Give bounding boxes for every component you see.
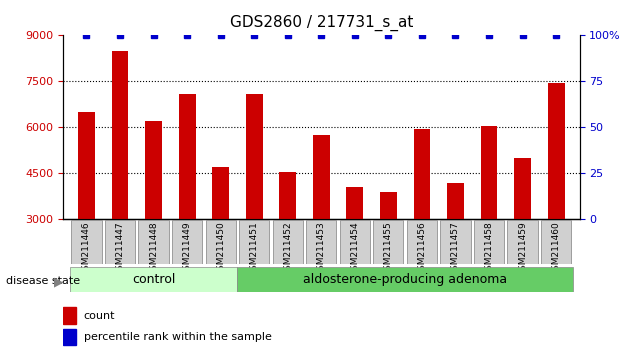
Text: disease state: disease state — [6, 276, 81, 286]
Text: GSM211446: GSM211446 — [82, 222, 91, 276]
Text: GSM211450: GSM211450 — [216, 222, 225, 276]
Text: GSM211455: GSM211455 — [384, 222, 393, 276]
Bar — [514, 158, 531, 219]
Text: GSM211460: GSM211460 — [552, 222, 561, 276]
Bar — [547, 83, 564, 219]
FancyBboxPatch shape — [105, 220, 135, 264]
Bar — [313, 135, 329, 219]
Text: GSM211447: GSM211447 — [115, 222, 125, 276]
Title: GDS2860 / 217731_s_at: GDS2860 / 217731_s_at — [229, 15, 413, 31]
Text: GSM211454: GSM211454 — [350, 222, 359, 276]
Bar — [179, 94, 195, 219]
FancyBboxPatch shape — [306, 220, 336, 264]
FancyBboxPatch shape — [139, 220, 169, 264]
FancyBboxPatch shape — [474, 220, 504, 264]
Bar — [63, 307, 76, 324]
Bar — [212, 167, 229, 219]
Text: GSM211453: GSM211453 — [317, 222, 326, 276]
Bar — [78, 112, 95, 219]
FancyBboxPatch shape — [407, 220, 437, 264]
Bar — [380, 192, 397, 219]
Bar — [145, 121, 162, 219]
Bar — [447, 183, 464, 219]
Text: GSM211449: GSM211449 — [183, 222, 192, 276]
Bar — [63, 329, 76, 345]
Text: ▶: ▶ — [54, 276, 63, 289]
Text: GSM211457: GSM211457 — [451, 222, 460, 276]
Text: count: count — [84, 311, 115, 321]
Text: GSM211456: GSM211456 — [418, 222, 427, 276]
FancyBboxPatch shape — [508, 220, 537, 264]
FancyBboxPatch shape — [172, 220, 202, 264]
Text: GSM211451: GSM211451 — [249, 222, 259, 276]
FancyBboxPatch shape — [440, 220, 471, 264]
FancyBboxPatch shape — [340, 220, 370, 264]
Bar — [413, 129, 430, 219]
Bar — [112, 51, 129, 219]
Text: percentile rank within the sample: percentile rank within the sample — [84, 332, 272, 342]
FancyBboxPatch shape — [205, 220, 236, 264]
FancyBboxPatch shape — [239, 220, 269, 264]
FancyBboxPatch shape — [70, 267, 238, 292]
Bar — [346, 187, 364, 219]
Bar — [279, 172, 296, 219]
Text: GSM211448: GSM211448 — [149, 222, 158, 276]
FancyBboxPatch shape — [71, 220, 101, 264]
FancyBboxPatch shape — [273, 220, 303, 264]
Text: aldosterone-producing adenoma: aldosterone-producing adenoma — [303, 273, 507, 286]
FancyBboxPatch shape — [374, 220, 403, 264]
Text: GSM211458: GSM211458 — [484, 222, 493, 276]
Bar — [481, 126, 498, 219]
FancyBboxPatch shape — [541, 220, 571, 264]
Text: control: control — [132, 273, 175, 286]
Text: GSM211452: GSM211452 — [284, 222, 292, 276]
FancyBboxPatch shape — [238, 267, 573, 292]
Bar — [246, 94, 263, 219]
Text: GSM211459: GSM211459 — [518, 222, 527, 276]
